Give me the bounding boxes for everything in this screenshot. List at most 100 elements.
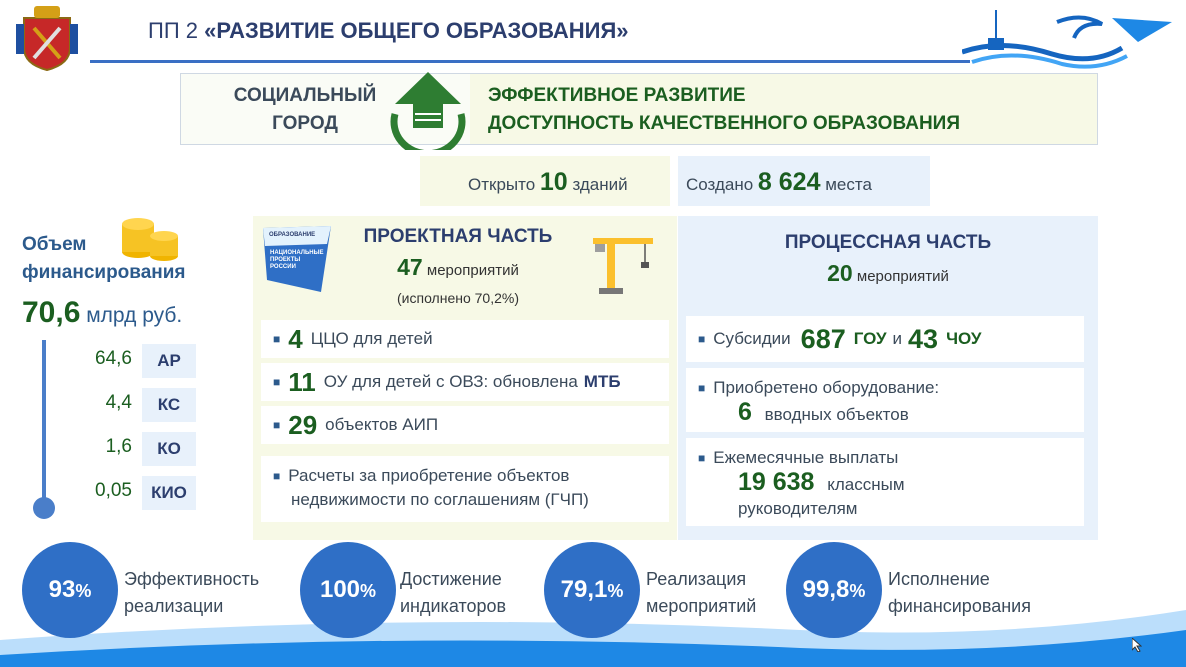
funding-value-kio: 0,05 — [95, 480, 132, 501]
national-projects-logo-caption: ОБРАЗОВАНИЕ — [269, 232, 316, 238]
up-arrow-icon — [390, 72, 466, 150]
subsidy-prefix: Субсидии — [713, 329, 791, 348]
pay-line2: классным — [827, 475, 905, 494]
project-count-value: 47 — [397, 254, 423, 280]
crane-icon — [593, 238, 653, 294]
subsidy-and: и — [892, 329, 903, 348]
banner-left-line2: ГОРОД — [272, 113, 338, 134]
subsidy-gou-label: ГОУ — [853, 329, 887, 348]
logo-line-russia: РОССИИ — [270, 264, 296, 270]
project-row-ccz: ■ 4 ЦЦО для детей — [261, 320, 669, 358]
equip-line1-wrap: ■ Приобретено оборудование: — [698, 376, 1072, 400]
kpi-percent-sign: % — [75, 581, 92, 601]
bullet-icon: ■ — [698, 332, 706, 346]
project-row-gchp: ■ Расчеты за приобретение объектов недви… — [261, 456, 669, 522]
funding-timeline-dot — [33, 497, 55, 519]
process-row-equipment: ■ Приобретено оборудование: 6 вводных об… — [686, 368, 1084, 432]
created-suffix: места — [825, 175, 872, 194]
project-row-text: ОУ для детей с ОВЗ: обновлена — [323, 372, 578, 391]
bullet-icon: ■ — [273, 469, 281, 483]
project-count: 47 мероприятий — [343, 254, 573, 281]
project-count-label: мероприятий — [426, 262, 519, 279]
kpi-efficiency-value: 93 — [48, 576, 76, 603]
project-row-number: 4 — [288, 323, 303, 354]
funding-tag-ko: КО — [142, 432, 196, 466]
project-row-text: ЦЦО для детей — [310, 329, 433, 348]
mouse-cursor-icon — [1132, 638, 1142, 652]
kpi-percent-sign: % — [607, 581, 624, 601]
kpi-efficiency-line2: реализации — [124, 596, 224, 616]
kpi-finance-line1: Исполнение — [888, 569, 990, 589]
process-row-payments: ■ Ежемесячные выплаты 19 638 классным ру… — [686, 438, 1084, 526]
project-row-bold: МТБ — [583, 372, 621, 391]
places-created-text: Создано 8 624 места — [686, 168, 872, 197]
created-count: 8 624 — [757, 168, 821, 196]
pay-line1: Ежемесячные выплаты — [713, 448, 899, 467]
bullet-icon: ■ — [698, 451, 706, 465]
equip-count: 6 — [738, 398, 752, 426]
goal-text: ЭФФЕКТИВНОЕ РАЗВИТИЕ ДОСТУПНОСТЬ КАЧЕСТВ… — [488, 82, 960, 138]
kpi-finance-line2: финансирования — [888, 596, 1031, 616]
process-count-value: 20 — [827, 260, 853, 286]
bottom-wave-decoration — [0, 610, 1186, 667]
social-city-label: СОЦИАЛЬНЫЙ ГОРОД — [200, 82, 410, 138]
page-title: ПП 2 «РАЗВИТИЕ ОБЩЕГО ОБРАЗОВАНИЯ» — [148, 18, 629, 44]
funding-tag-ar: АР — [142, 344, 196, 378]
project-row-number: 11 — [288, 366, 316, 397]
buildings-opened-card: Открыто 10 зданий — [420, 156, 670, 206]
national-projects-logo-icon — [263, 226, 331, 292]
bullet-icon: ■ — [273, 332, 281, 346]
pay-line3: руководителям — [738, 499, 858, 518]
kpi-finance-circle: 99,8% — [786, 542, 882, 638]
kpi-efficiency-label: Эффективность реализации — [124, 566, 259, 620]
funding-value-ks: 4,4 — [105, 392, 132, 413]
project-part-title: ПРОЕКТНАЯ ЧАСТЬ — [363, 226, 553, 247]
goal-banner-right — [470, 74, 1097, 144]
goal-line1: ЭФФЕКТИВНОЕ РАЗВИТИЕ — [488, 85, 746, 106]
spb-education-logo-icon — [962, 10, 1172, 69]
process-part-panel: ПРОЦЕССНАЯ ЧАСТЬ 20 мероприятий ■ Субсид… — [678, 216, 1098, 540]
bullet-icon: ■ — [698, 381, 706, 395]
opened-count: 10 — [539, 168, 568, 196]
kpi-percent-sign: % — [360, 581, 377, 601]
kpi-indicators-line2: индикаторов — [400, 596, 507, 616]
kpi-efficiency-circle: 93% — [22, 542, 118, 638]
equip-line1: Приобретено оборудование: — [713, 378, 940, 397]
kpi-indicators-label: Достижение индикаторов — [400, 566, 506, 620]
buildings-opened-text: Открыто 10 зданий — [468, 168, 628, 197]
process-part-title: ПРОЦЕССНАЯ ЧАСТЬ — [784, 232, 992, 253]
funding-label: Объем финансирования — [22, 231, 186, 287]
gchp-line1: Расчеты за приобретение объектов — [288, 466, 570, 485]
goal-line2: ДОСТУПНОСТЬ КАЧЕСТВЕННОГО ОБРАЗОВАНИЯ — [488, 113, 960, 134]
kpi-events-line2: мероприятий — [646, 596, 757, 616]
process-count-label: мероприятий — [856, 268, 949, 285]
project-row-ovz: ■ 11 ОУ для детей с ОВЗ: обновлена МТБ — [261, 363, 669, 401]
project-done: (исполнено 70,2%) — [397, 290, 519, 306]
funding-total: 70,6 млрд руб. — [22, 296, 182, 330]
equip-line2: вводных объектов — [764, 405, 909, 424]
funding-value-ko: 1,6 — [105, 436, 132, 457]
funding-timeline-bar — [42, 340, 46, 506]
equip-line2-wrap: 6 вводных объектов — [698, 400, 1072, 427]
funding-label-line1: Объем — [22, 234, 87, 255]
opened-prefix: Открыто — [468, 175, 536, 194]
program-number: ПП 2 — [148, 18, 198, 43]
funding-label-line2: финансирования — [22, 262, 186, 283]
bullet-icon: ■ — [273, 375, 281, 389]
opened-suffix: зданий — [572, 175, 628, 194]
project-row-text: объектов АИП — [325, 415, 439, 434]
header-divider — [90, 60, 970, 63]
pay-count: 19 638 — [738, 468, 815, 496]
created-prefix: Создано — [686, 175, 754, 194]
funding-tag-kio: КИО — [142, 476, 196, 510]
gchp-line1-wrap: ■ Расчеты за приобретение объектов — [273, 464, 657, 488]
funding-value-ar: 64,6 — [95, 348, 132, 369]
subsidy-chou-label: ЧОУ — [946, 329, 982, 348]
pay-line2-wrap: 19 638 классным — [698, 470, 1072, 497]
kpi-efficiency-line1: Эффективность — [124, 569, 260, 589]
process-row-subsidies: ■ Субсидии 687 ГОУ и 43 ЧОУ — [686, 316, 1084, 362]
program-title: «РАЗВИТИЕ ОБЩЕГО ОБРАЗОВАНИЯ» — [204, 18, 629, 43]
banner-left-line1: СОЦИАЛЬНЫЙ — [233, 85, 377, 106]
subsidy-chou-count: 43 — [908, 323, 939, 354]
kpi-events-circle: 79,1% — [544, 542, 640, 638]
